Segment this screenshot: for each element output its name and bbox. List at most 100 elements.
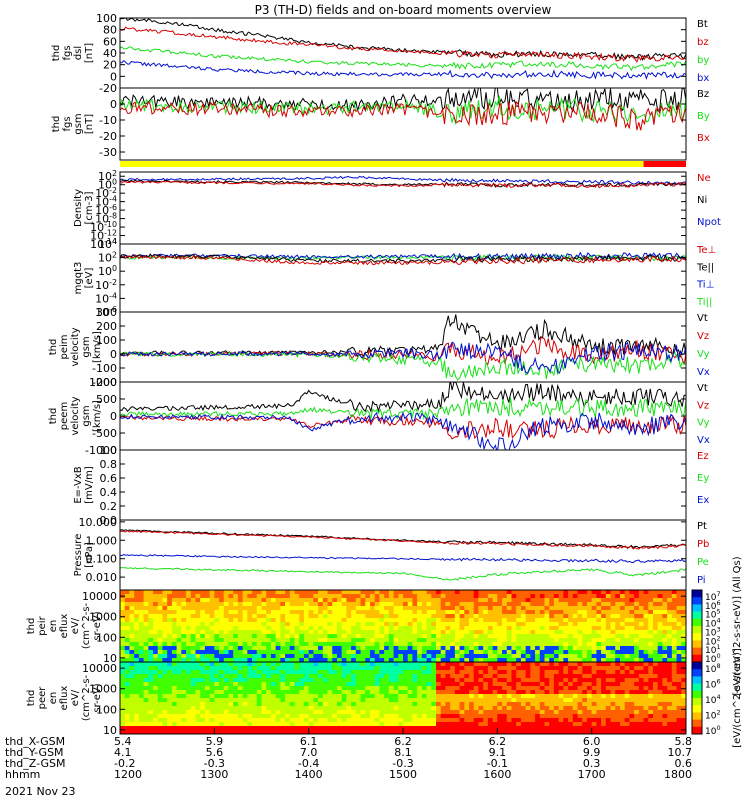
spectrogram-cell [681, 722, 686, 727]
spectrogram-cell [138, 606, 145, 611]
spectrogram-cell [233, 682, 239, 687]
spectrogram-cell [138, 622, 145, 627]
spectrogram-cell [516, 638, 522, 643]
spectrogram-cell [181, 642, 187, 647]
spectrogram-cell [586, 698, 593, 703]
spectrogram-cell [214, 678, 220, 683]
spectrogram-cell [421, 630, 428, 635]
spectrogram-cell [219, 730, 225, 734]
spectrogram-cell [204, 610, 211, 615]
spectrogram-cell [237, 602, 244, 607]
spectrogram-cell [624, 642, 630, 647]
spectrogram-cell [379, 606, 385, 611]
spectrogram-cell [431, 694, 437, 699]
spectrogram-cell [176, 594, 182, 599]
spectrogram-cell [459, 702, 465, 707]
spectrogram-cell [568, 598, 574, 603]
spectrogram-cell [558, 614, 564, 619]
spectrogram-cell [134, 618, 140, 623]
spectrogram-cell [280, 682, 286, 687]
spectrogram-cell [148, 690, 154, 695]
spectrogram-cell [530, 670, 536, 675]
spectrogram-cell [426, 666, 432, 671]
spectrogram-cell [369, 670, 376, 675]
spectrogram-cell [388, 626, 395, 631]
spectrogram-cell [365, 694, 371, 699]
spectrogram-cell [157, 630, 164, 635]
spectrogram-cell [553, 666, 560, 671]
spectrogram-cell [421, 718, 428, 723]
spectrogram-cell [671, 718, 678, 723]
spectrogram-cell [487, 598, 494, 603]
spectrogram-cell [506, 634, 513, 639]
spectrogram-cell [601, 606, 607, 611]
spectrogram-cell [308, 706, 314, 711]
spectrogram-cell [535, 638, 541, 643]
spectrogram-cell [502, 722, 508, 727]
spectrogram-cell [412, 670, 418, 675]
spectrogram-cell [303, 650, 310, 655]
spectrogram-cell [398, 682, 404, 687]
spectrogram-cell [450, 710, 456, 715]
spectrogram-cell [308, 638, 314, 643]
spectrogram-cell [403, 714, 409, 719]
spectrogram-cell [671, 690, 678, 695]
spectrogram-cell [143, 702, 149, 707]
y-axis-label: [nT] [84, 114, 95, 134]
spectrogram-cell [511, 630, 517, 635]
spectrogram-cell [336, 714, 343, 719]
spectrogram-cell [327, 638, 333, 643]
spectrogram-cell [563, 590, 569, 595]
spectrogram-cell [171, 606, 178, 611]
spectrogram-cell [129, 702, 135, 707]
spectrogram-cell [407, 682, 414, 687]
y-axis-label: peim [59, 334, 70, 359]
spectrogram-cell [535, 694, 541, 699]
spectrogram-cell [412, 654, 418, 659]
spectrogram-cell [157, 662, 164, 667]
spectrogram-cell [619, 718, 626, 723]
spectrogram-cell [558, 598, 564, 603]
spectrogram-cell [436, 694, 442, 699]
spectrogram-cell [417, 594, 423, 599]
spectrogram-cell [355, 670, 362, 675]
spectrogram-cell [431, 594, 437, 599]
spectrogram-cell [516, 670, 522, 675]
spectrogram-cell [497, 594, 503, 599]
spectrogram-cell [497, 654, 503, 659]
colorbar-cell [692, 615, 702, 618]
spectrogram-cell [355, 642, 362, 647]
spectrogram-cell [322, 654, 329, 659]
spectrogram-cell [638, 658, 645, 662]
spectrogram-cell [256, 690, 263, 695]
spectrogram-cell [167, 690, 173, 695]
spectrogram-cell [492, 718, 498, 723]
spectrogram-cell [619, 678, 626, 683]
spectrogram-cell [469, 590, 475, 595]
series-line [120, 529, 686, 549]
spectrogram-cell [553, 710, 560, 715]
spectrogram-cell [393, 638, 399, 643]
spectrogram-cell [270, 698, 277, 703]
spectrogram-cell [469, 702, 475, 707]
spectrogram-cell [374, 690, 381, 695]
spectrogram-cell [662, 602, 668, 607]
spectrogram-cell [289, 698, 296, 703]
spectrogram-cell [369, 598, 376, 603]
spectrogram-cell [643, 598, 649, 603]
spectrogram-cell [336, 634, 343, 639]
spectrogram-cell [591, 698, 597, 703]
spectrogram-cell [360, 594, 366, 599]
spectrogram-cell [308, 682, 314, 687]
spectrogram-cell [176, 682, 182, 687]
spectrogram-cell [563, 702, 569, 707]
spectrogram-cell [228, 630, 234, 635]
spectrogram-cell [544, 678, 550, 683]
spectrogram-cell [200, 722, 206, 727]
spectrogram-cell [157, 622, 164, 627]
spectrogram-cell [572, 626, 579, 631]
spectrogram-cell [601, 602, 607, 607]
spectrogram-cell [582, 618, 588, 623]
spectrogram-cell [407, 654, 414, 659]
spectrogram-cell [318, 614, 324, 619]
